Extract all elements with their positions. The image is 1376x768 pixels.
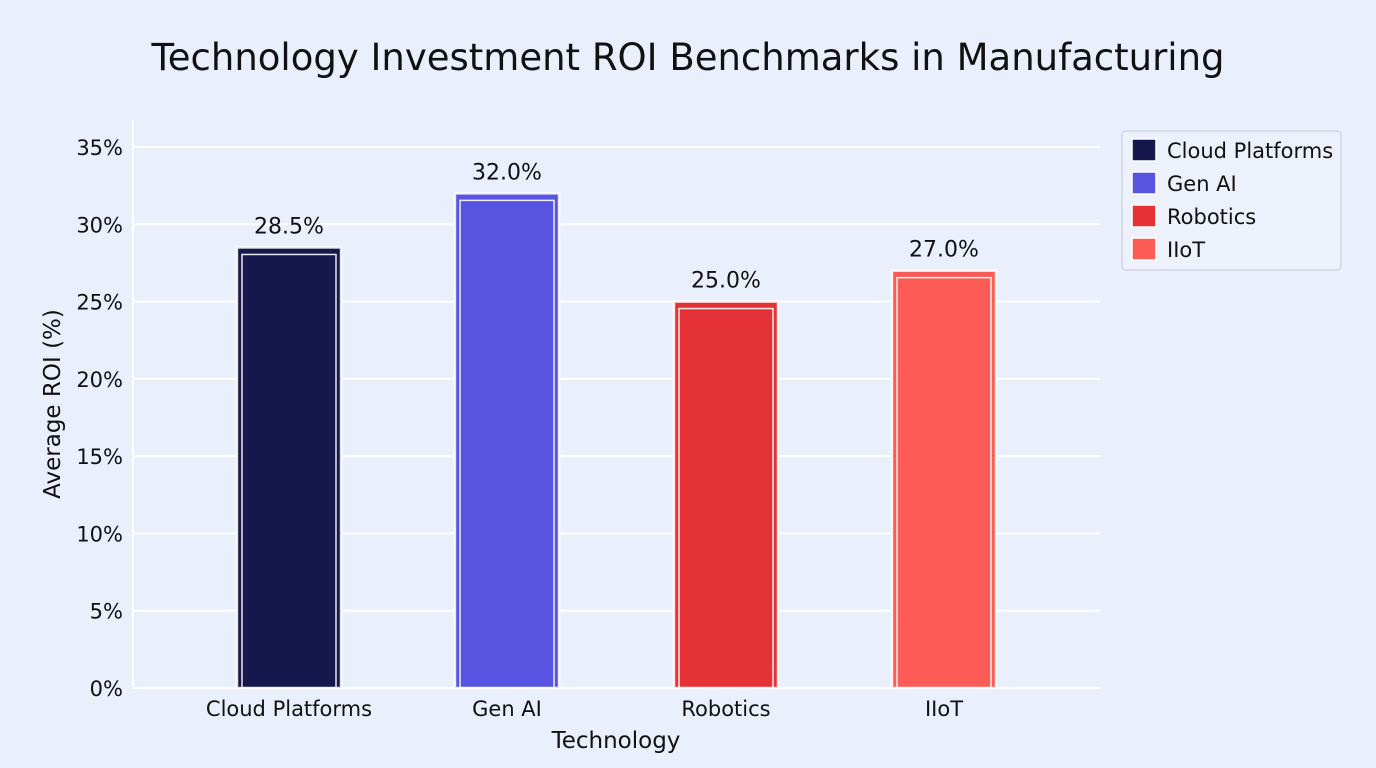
chart-title: Technology Investment ROI Benchmarks in …	[150, 36, 1224, 79]
y-tick-label: 5%	[90, 600, 123, 624]
x-tick-label: Gen AI	[472, 697, 542, 721]
legend-swatch	[1131, 237, 1157, 261]
bar-inner-outline	[459, 199, 555, 689]
legend-swatch	[1131, 204, 1157, 228]
legend-swatch	[1131, 138, 1157, 162]
x-axis-title: Technology	[551, 728, 681, 754]
bar-inner-outline	[678, 307, 774, 689]
x-tick-label: IIoT	[925, 697, 963, 721]
legend-label: Cloud Platforms	[1167, 139, 1333, 163]
bar-inner-outline	[241, 253, 337, 689]
legend-label: IIoT	[1167, 238, 1205, 262]
y-tick-label: 25%	[76, 291, 123, 315]
y-tick-label: 20%	[76, 368, 123, 392]
x-tick-label: Robotics	[681, 697, 770, 721]
bar	[235, 246, 343, 690]
bars: 28.5% 32.0% 25.0% 27.0%	[235, 160, 998, 690]
data-label: 32.0%	[472, 160, 542, 185]
bar-inner-outline	[896, 276, 992, 689]
x-axis-ticks: Cloud Platforms Gen AI Robotics IIoT	[206, 697, 963, 721]
y-tick-label: 15%	[76, 445, 123, 469]
bar	[890, 269, 998, 690]
data-label: 27.0%	[909, 238, 979, 263]
legend-label: Gen AI	[1167, 172, 1237, 196]
y-tick-label: 0%	[90, 677, 123, 701]
legend-label: Robotics	[1167, 205, 1256, 229]
y-tick-label: 30%	[76, 213, 123, 237]
y-tick-label: 10%	[76, 522, 123, 546]
y-axis-ticks: 0% 5% 10% 15% 20% 25% 30% 35%	[76, 136, 123, 701]
data-label: 25.0%	[691, 269, 761, 294]
legend-swatch	[1131, 171, 1157, 195]
legend: Cloud Platforms Gen AI Robotics IIoT	[1121, 130, 1342, 271]
y-axis-title: Average ROI (%)	[40, 309, 66, 499]
x-tick-label: Cloud Platforms	[206, 697, 372, 721]
y-tick-label: 35%	[76, 136, 123, 160]
bar	[453, 192, 561, 690]
legend-box	[1121, 130, 1342, 271]
data-label: 28.5%	[254, 214, 324, 239]
bar	[672, 300, 780, 690]
